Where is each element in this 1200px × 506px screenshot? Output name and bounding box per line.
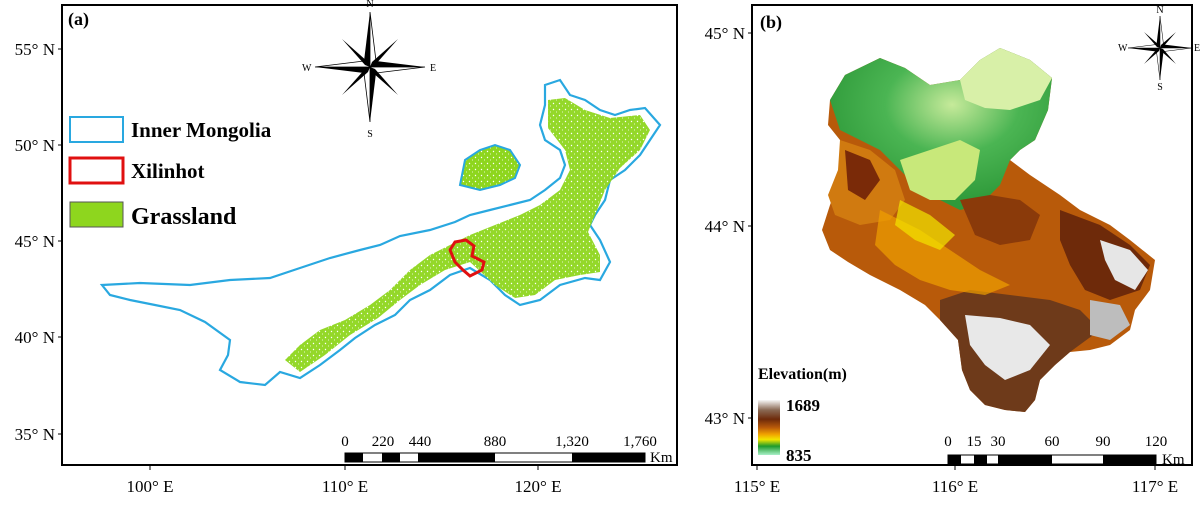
panel-a-lat-axis: 55° N 50° N 45° N 40° N 35° N	[15, 40, 62, 444]
elevation-legend-title: Elevation(m)	[758, 366, 847, 383]
lat-label: 44° N	[705, 217, 745, 236]
inner-mongolia-boundary	[99, 78, 662, 387]
grassland-area	[285, 98, 650, 372]
panel-a-scale-bar: 0 220 440 880 1,320 1,760 Km	[341, 434, 673, 466]
elevation-max-label: 1689	[786, 396, 820, 415]
panel-b: (b) 45° N 44° N 43° N 115° E 116° E 117°…	[705, 4, 1200, 496]
lon-label: 110° E	[322, 477, 368, 496]
lat-label: 50° N	[15, 136, 55, 155]
lon-label: 100° E	[127, 477, 174, 496]
scale-tick: 440	[409, 434, 432, 450]
legend-label-inner-mongolia: Inner Mongolia	[131, 118, 272, 142]
scale-unit: Km	[1162, 452, 1185, 468]
scale-tick: 120	[1145, 434, 1168, 450]
legend-symbol-inner-mongolia	[69, 116, 124, 143]
compass-s: S	[367, 129, 373, 140]
compass-w: W	[302, 63, 312, 74]
scale-tick: 1,760	[623, 434, 657, 450]
scale-unit: Km	[650, 450, 673, 466]
scale-tick: 220	[372, 434, 395, 450]
scale-tick: 60	[1045, 434, 1060, 450]
panel-a-compass: N S E W	[302, 0, 436, 140]
compass-s: S	[1157, 82, 1163, 93]
scale-tick: 30	[991, 434, 1006, 450]
scale-tick: 0	[944, 434, 952, 450]
panel-b-lat-axis: 45° N 44° N 43° N	[705, 24, 752, 428]
lon-label: 116° E	[932, 477, 978, 496]
panel-a-lon-axis: 100° E 110° E 120° E	[127, 465, 562, 496]
lat-label: 43° N	[705, 409, 745, 428]
legend-label-grassland: Grassland	[131, 204, 237, 230]
elevation-min-label: 835	[786, 446, 812, 465]
elevation-map	[822, 48, 1155, 412]
panel-b-compass: N S E W	[1118, 5, 1200, 93]
lat-label: 35° N	[15, 425, 55, 444]
lat-label: 45° N	[705, 24, 745, 43]
lat-label: 40° N	[15, 328, 55, 347]
panel-a: (a) 55° N 50° N 45° N 40° N 35° N 100° E…	[15, 0, 678, 496]
xilinhot-boundary	[448, 238, 486, 278]
lon-label: 117° E	[1132, 477, 1178, 496]
scale-tick: 1,320	[555, 434, 589, 450]
scale-tick: 880	[484, 434, 507, 450]
legend-symbol-grassland	[69, 201, 124, 228]
legend-symbol-xilinhot	[68, 156, 125, 185]
compass-e: E	[1194, 43, 1200, 54]
legend-label-xilinhot: Xilinhot	[131, 159, 205, 183]
compass-e: E	[430, 63, 436, 74]
inner-mongolia-boundary	[458, 143, 522, 192]
scale-tick: 15	[967, 434, 982, 450]
panel-a-label: (a)	[68, 9, 89, 30]
compass-w: W	[1118, 43, 1128, 54]
panel-b-lon-axis: 115° E 116° E 117° E	[734, 465, 1178, 496]
elevation-color-ramp	[758, 400, 780, 455]
lon-label: 115° E	[734, 477, 780, 496]
scale-tick: 90	[1096, 434, 1111, 450]
panel-a-legend: Inner Mongolia Xilinhot Grassland	[68, 116, 272, 230]
scale-tick: 0	[341, 434, 349, 450]
panel-b-scale-bar: 0 15 30 60 90 120 Km	[944, 434, 1185, 468]
panel-b-label: (b)	[760, 12, 782, 33]
lon-label: 120° E	[515, 477, 562, 496]
compass-n: N	[366, 0, 373, 10]
lat-label: 55° N	[15, 40, 55, 59]
compass-n: N	[1156, 5, 1163, 16]
lat-label: 45° N	[15, 232, 55, 251]
elevation-legend: Elevation(m) 1689 835	[758, 366, 847, 465]
